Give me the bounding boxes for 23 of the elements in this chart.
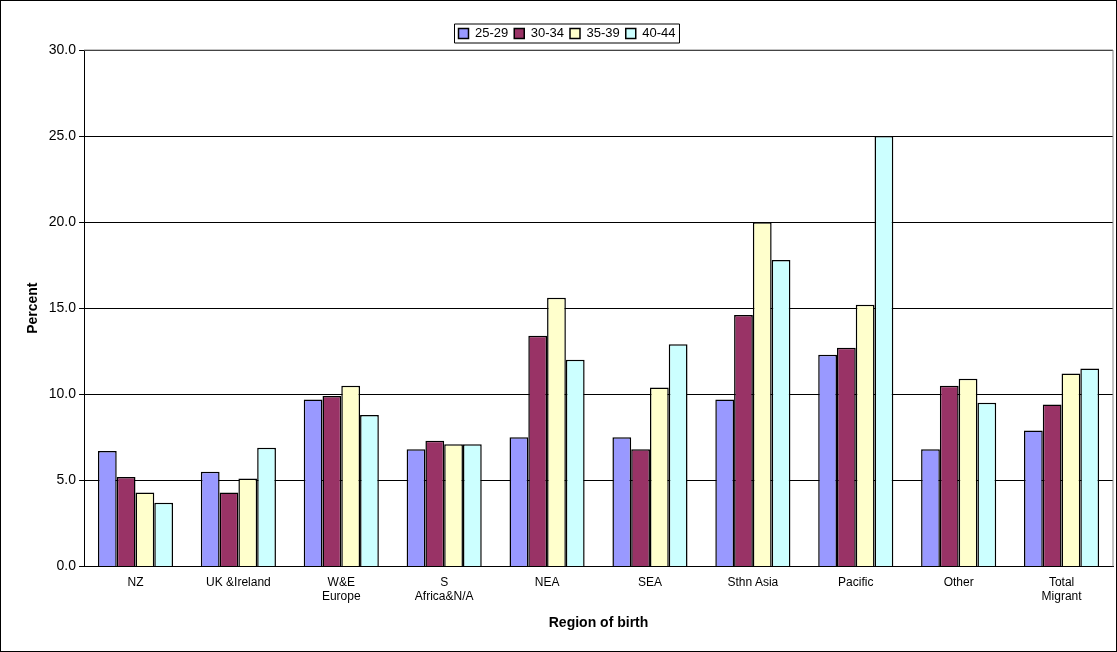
- y-tick-label: 0.0: [56, 557, 77, 574]
- x-tick-label: Other: [943, 574, 974, 589]
- x-tick-label: W&E Europe: [321, 574, 361, 604]
- legend-label: 40-44: [642, 25, 676, 41]
- y-tick-label: 5.0: [56, 471, 77, 488]
- x-tick-label: Sthn Asia: [727, 574, 779, 589]
- legend-label: 25-29: [475, 25, 509, 41]
- x-tick-label: SEA: [637, 574, 662, 589]
- x-tick-label: S Africa&N/A: [414, 574, 474, 604]
- x-tick-label: UK &Ireland: [206, 574, 271, 589]
- y-axis-title: Percent: [24, 282, 41, 334]
- y-tick-label: 15.0: [48, 299, 77, 316]
- legend-label: 35-39: [586, 25, 620, 41]
- y-tick-label: 30.0: [48, 40, 77, 57]
- x-tick-label: Total Migrant: [1041, 574, 1083, 604]
- y-tick-label: 10.0: [48, 385, 77, 402]
- x-tick-label: NZ: [127, 574, 144, 589]
- y-tick-label: 20.0: [48, 212, 77, 229]
- x-tick-label: Pacific: [838, 574, 874, 589]
- y-tick-label: 25.0: [48, 126, 77, 143]
- x-axis-title: Region of birth: [548, 614, 649, 631]
- legend-label: 30-34: [530, 25, 564, 41]
- x-tick-label: NEA: [534, 574, 560, 589]
